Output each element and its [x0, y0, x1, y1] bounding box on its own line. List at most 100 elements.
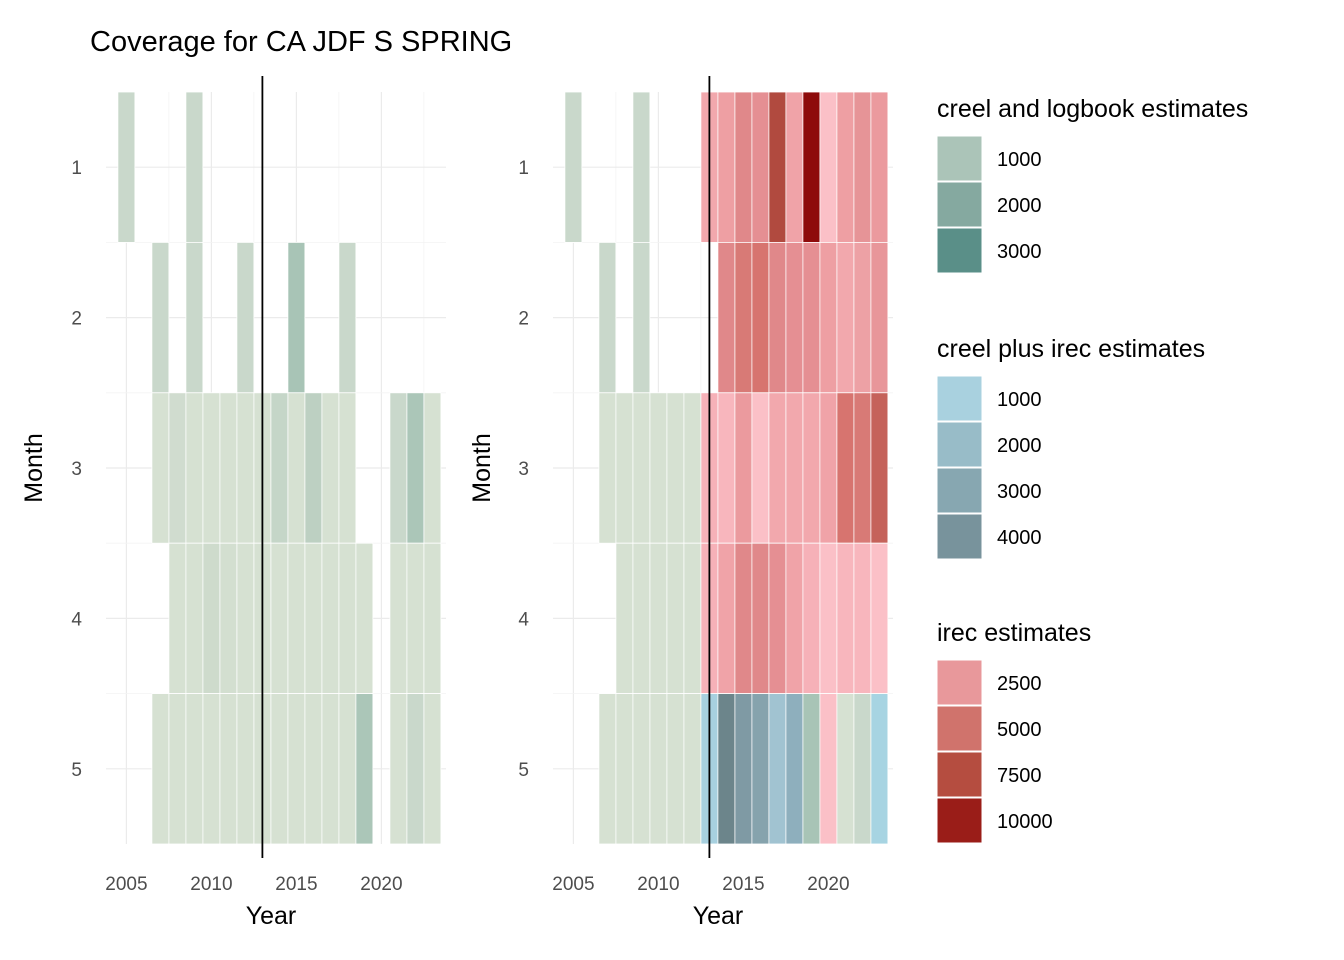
heatmap-tile: [615, 392, 634, 544]
x-tick-label: 2005: [552, 874, 594, 895]
heatmap-tile: [287, 392, 306, 544]
heatmap-tile: [734, 542, 753, 695]
legend-label: 1000: [997, 149, 1042, 171]
heatmap-tile: [734, 693, 753, 845]
heatmap-tile: [819, 542, 838, 695]
y-tick-label: 4: [71, 609, 82, 630]
heatmap-tile: [870, 542, 889, 695]
heatmap-tile: [338, 241, 357, 394]
heatmap-tile: [202, 392, 221, 544]
x-tick-label: 2010: [637, 874, 679, 895]
heatmap-tile: [270, 542, 289, 695]
heatmap-tile: [649, 392, 668, 544]
heatmap-tile: [219, 542, 238, 695]
legend-label: 2000: [997, 435, 1042, 457]
heatmap-tile: [649, 693, 668, 845]
heatmap-tile: [321, 542, 340, 695]
heatmap-tile: [423, 542, 442, 695]
heatmap-tile: [666, 542, 685, 695]
heatmap-tile: [785, 241, 804, 394]
heatmap-tile: [598, 693, 617, 845]
heatmap-tile: [819, 241, 838, 394]
heatmap-tile: [768, 542, 787, 695]
heatmap-tile: [632, 241, 651, 394]
heatmap-tile: [423, 392, 442, 544]
heatmap-tile: [185, 91, 204, 243]
heatmap-tile: [683, 693, 702, 845]
heatmap-tile: [853, 241, 872, 394]
y-tick-label: 2: [71, 309, 82, 330]
heatmap-tile: [649, 542, 668, 695]
legend-swatch: [936, 467, 983, 514]
y-tick-label: 3: [71, 459, 82, 480]
heatmap-tile: [338, 693, 357, 845]
x-tick-label: 2015: [722, 874, 764, 895]
heatmap-tile: [870, 241, 889, 394]
legend-label: 3000: [997, 481, 1042, 503]
heatmap-tile: [632, 392, 651, 544]
heatmap-tile: [236, 542, 255, 695]
heatmap-tile: [768, 91, 787, 243]
tiles: [564, 91, 889, 845]
heatmap-tile: [751, 91, 770, 243]
heatmap-tile: [751, 542, 770, 695]
x-tick-label: 2005: [105, 874, 147, 895]
heatmap-tile: [406, 693, 425, 845]
y-axis-title: Month: [20, 433, 48, 502]
legend-swatch: [936, 513, 983, 560]
heatmap-tile: [785, 392, 804, 544]
heatmap-tile: [202, 542, 221, 695]
heatmap-tile: [355, 693, 374, 845]
heatmap-tile: [666, 693, 685, 845]
heatmap-tile: [802, 392, 821, 544]
heatmap-tile: [802, 542, 821, 695]
heatmap-tile: [236, 693, 255, 845]
y-tick-label: 1: [518, 158, 529, 179]
legend-title: creel plus irec estimates: [937, 335, 1205, 363]
heatmap-tile: [836, 241, 855, 394]
heatmap-tile: [802, 241, 821, 394]
heatmap-tile: [168, 542, 187, 695]
heatmap-tile: [389, 542, 408, 695]
heatmap-tile: [683, 542, 702, 695]
x-tick-label: 2015: [275, 874, 317, 895]
heatmap-tile: [615, 542, 634, 695]
heatmap-tile: [836, 392, 855, 544]
x-axis-title: Year: [246, 902, 297, 930]
tiles: [117, 91, 442, 845]
heatmap-tile: [202, 693, 221, 845]
x-tick-label: 2010: [190, 874, 232, 895]
heatmap-tile: [717, 693, 736, 845]
heatmap-tile: [819, 693, 838, 845]
heatmap-tile: [802, 91, 821, 243]
heatmap-tile: [853, 91, 872, 243]
heatmap-tile: [666, 392, 685, 544]
heatmap-tile: [338, 392, 357, 544]
heatmap-tile: [802, 693, 821, 845]
x-tick-label: 2020: [360, 874, 402, 895]
heatmap-tile: [219, 392, 238, 544]
heatmap-tile: [632, 542, 651, 695]
legend-swatch: [936, 421, 983, 468]
heatmap-tile: [287, 693, 306, 845]
heatmap-tile: [287, 241, 306, 394]
heatmap-tile: [734, 91, 753, 243]
heatmap-tile: [853, 693, 872, 845]
chart-title: Coverage for CA JDF S SPRING: [90, 26, 513, 58]
legend-swatch: [936, 135, 983, 182]
heatmap-tile: [734, 392, 753, 544]
heatmap-tile: [768, 693, 787, 845]
panel-right: 2005 2010 2015 2020 1 2 3 4 5 Year Month: [468, 76, 893, 930]
heatmap-tile: [819, 91, 838, 243]
heatmap-tile: [717, 392, 736, 544]
y-tick-label: 4: [518, 609, 529, 630]
heatmap-tile: [185, 693, 204, 845]
heatmap-tile: [355, 542, 374, 695]
heatmap-tile: [151, 392, 170, 544]
heatmap-tile: [321, 392, 340, 544]
heatmap-tile: [785, 542, 804, 695]
legend-group: creel and logbook estimates 1000 2000 3000: [936, 95, 1248, 274]
heatmap-tile: [717, 241, 736, 394]
